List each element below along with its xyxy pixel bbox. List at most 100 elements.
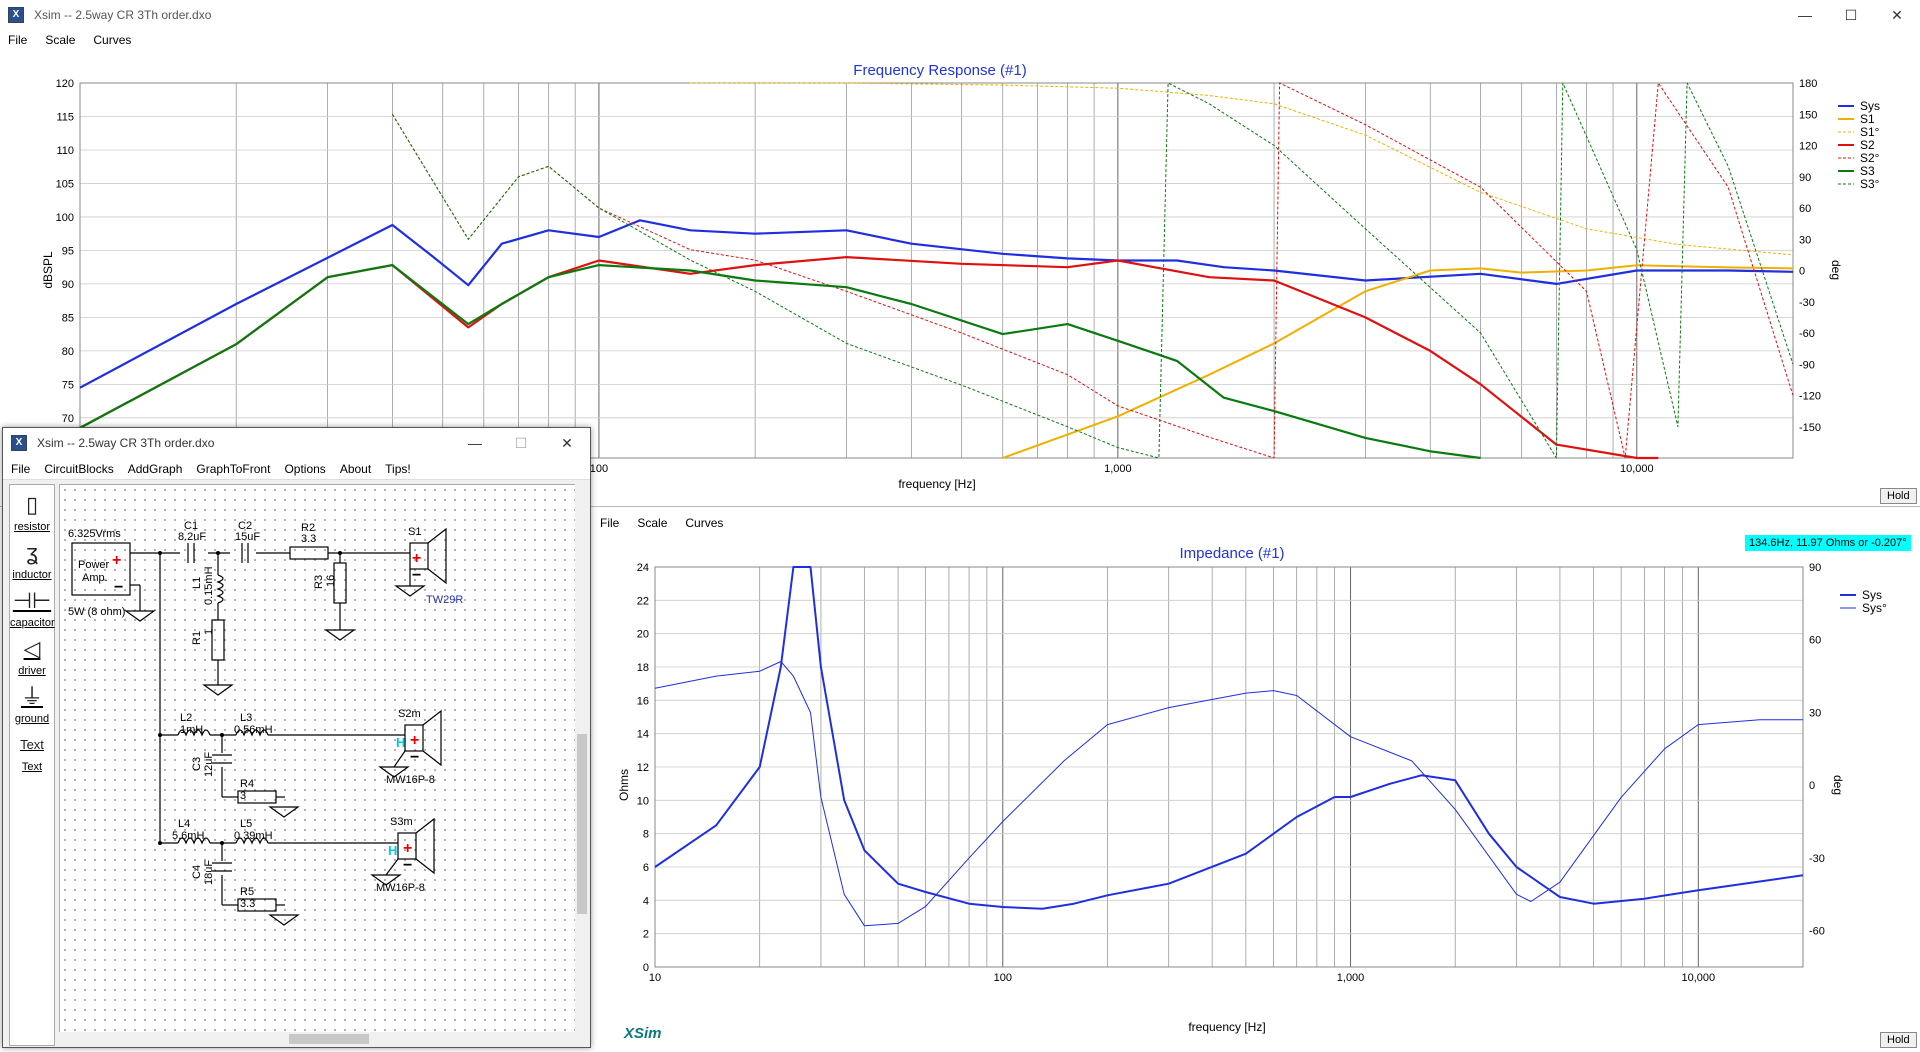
tool-capacitor[interactable]: ⊣⊢ capacitor — [10, 585, 55, 629]
fr-y-tick: 115 — [56, 111, 74, 123]
imp-y-tick: 10 — [637, 795, 649, 807]
tool-ground[interactable]: ⏚ ground — [10, 681, 54, 725]
imp-series-sys — [654, 566, 1804, 910]
xsim-brand-logo: XSim — [624, 1025, 662, 1042]
fr-y2-tick: 180 — [1799, 78, 1817, 90]
imp-y-tick: 16 — [637, 695, 649, 707]
menu-scale[interactable]: Scale — [45, 33, 76, 47]
schematic-canvas[interactable]: 6.325Vrms Power Amp. 5W (8 ohm) C1 8.2uF … — [59, 484, 579, 1034]
tool-resistor[interactable]: ▯ resistor — [10, 489, 54, 533]
close-button[interactable]: ✕ — [1891, 7, 1903, 23]
svg-text:C4: C4 — [191, 865, 203, 879]
fr-series-s2 — [79, 256, 1659, 460]
fr-y-tick: 70 — [62, 413, 74, 425]
cmenu-tips[interactable]: Tips! — [385, 461, 411, 476]
tool-text[interactable]: Text Text — [10, 729, 54, 773]
svg-text:16: 16 — [325, 575, 337, 587]
imp-y-tick: 6 — [643, 862, 649, 874]
imp-menu-curves[interactable]: Curves — [685, 516, 724, 530]
cmenu-graphtofront[interactable]: GraphToFront — [196, 461, 271, 476]
cmenu-file[interactable]: File — [11, 461, 31, 476]
imp-y2-tick: 60 — [1809, 635, 1821, 647]
fr-x-axis-label: frequency [Hz] — [898, 477, 975, 491]
fr-legend-item: S2 — [1860, 138, 1875, 152]
fr-y-tick: 100 — [56, 212, 74, 224]
cursor-readout: 134.6Hz, 11.97 Ohms or -0.207° — [1745, 535, 1911, 551]
imp-menu-file[interactable]: File — [600, 516, 620, 530]
svg-text:0.39mH: 0.39mH — [234, 830, 273, 842]
cmenu-options[interactable]: Options — [284, 461, 326, 476]
svg-text:L1: L1 — [191, 577, 203, 589]
text-icon: Text — [20, 737, 44, 752]
fr-y-axis-label: dBSPL — [41, 251, 55, 289]
fr-y2-tick: 150 — [1799, 109, 1817, 121]
cmenu-about[interactable]: About — [339, 461, 372, 476]
imp-y2-tick: 90 — [1809, 562, 1821, 574]
circuit-maximize-button[interactable]: ☐ — [514, 435, 528, 451]
fr-legend-item: S1 — [1860, 112, 1875, 126]
svg-text:R5: R5 — [240, 886, 254, 898]
fr-y-tick: 80 — [62, 346, 74, 358]
imp-x-tick: 10 — [649, 972, 661, 984]
fr-y-tick: 85 — [62, 312, 74, 324]
svg-text:−: − — [114, 579, 123, 596]
svg-text:R3: R3 — [313, 575, 325, 589]
circuit-app-icon: X — [11, 435, 27, 451]
ground-icon: ⏚ — [20, 684, 43, 709]
fr-legend-item: Sys — [1860, 99, 1880, 113]
imp-menu-scale[interactable]: Scale — [637, 516, 668, 530]
fr-y-tick: 95 — [62, 245, 74, 257]
circuit-minimize-button[interactable]: — — [468, 435, 482, 451]
tool-driver[interactable]: ◁ driver — [10, 633, 54, 677]
circuit-title-bar[interactable]: X Xsim -- 2.5way CR 3Th order.dxo — ☐ ✕ — [3, 428, 590, 458]
svg-text:−: − — [403, 857, 412, 874]
tool-inductor[interactable]: ʓ inductor — [10, 537, 54, 581]
schematic-horizontal-scrollbar[interactable] — [59, 1032, 575, 1046]
frequency-response-chart[interactable]: Frequency Response (#1) frequency [Hz] d… — [0, 44, 1920, 512]
circuit-window-title: Xsim -- 2.5way CR 3Th order.dxo — [37, 436, 215, 450]
driver-s2-label: S2m — [398, 708, 421, 720]
imp-y-tick: 12 — [637, 762, 649, 774]
imp-y2-axis-label: deg — [1831, 775, 1845, 795]
menu-curves[interactable]: Curves — [93, 33, 132, 47]
menu-file[interactable]: File — [8, 33, 28, 47]
svg-text:C3: C3 — [191, 757, 203, 771]
fr-y-tick: 110 — [56, 145, 74, 157]
svg-text:+: + — [403, 840, 412, 857]
cmenu-addgraph[interactable]: AddGraph — [127, 461, 183, 476]
main-window-title: Xsim -- 2.5way CR 3Th order.dxo — [34, 8, 212, 22]
svg-text:3.3: 3.3 — [301, 533, 316, 545]
imp-hold-button[interactable]: Hold — [1880, 1032, 1917, 1048]
imp-y2-tick: 0 — [1809, 780, 1815, 792]
imp-x-tick: 1,000 — [1337, 972, 1365, 984]
svg-text:C2: C2 — [238, 520, 252, 532]
maximize-button[interactable]: ☐ — [1844, 7, 1858, 23]
impedance-chart[interactable]: Impedance (#1) frequency [Hz] Ohms deg 2… — [590, 540, 1920, 1045]
fr-y2-tick: 90 — [1799, 172, 1811, 184]
fr-hold-button[interactable]: Hold — [1880, 488, 1917, 504]
driver-s1-model: TW29R — [426, 594, 463, 606]
svg-text:−: − — [410, 749, 419, 766]
svg-text:1: 1 — [203, 629, 215, 635]
fr-y-tick: 105 — [56, 178, 74, 190]
fr-x-tick: 10,000 — [1620, 463, 1654, 475]
component-toolbox: ▯ resistor ʓ inductor ⊣⊢ capacitor ◁ driver … — [9, 484, 55, 1046]
driver-s2-model: MW16P-8 — [386, 774, 435, 786]
main-title-bar[interactable]: X Xsim -- 2.5way CR 3Th order.dxo — ☐ ✕ — [0, 0, 1920, 30]
cmenu-circuitblocks[interactable]: CircuitBlocks — [44, 461, 114, 476]
svg-text:15uF: 15uF — [235, 531, 260, 543]
svg-text:−: − — [412, 567, 421, 584]
imp-series-sys-phase — [654, 661, 1803, 927]
svg-text:+: + — [410, 732, 419, 749]
svg-text:+: + — [112, 552, 121, 569]
fr-series-sys — [79, 219, 1794, 389]
imp-y-axis-label: Ohms — [617, 769, 631, 801]
svg-text:L3: L3 — [240, 712, 252, 724]
schematic-vertical-scrollbar[interactable] — [575, 484, 589, 1034]
imp-y-tick: 2 — [643, 929, 649, 941]
svg-text:R4: R4 — [240, 778, 254, 790]
svg-text:0.56mH: 0.56mH — [234, 724, 273, 736]
minimize-button[interactable]: — — [1798, 7, 1812, 23]
fr-y-tick: 120 — [56, 78, 74, 90]
circuit-close-button[interactable]: ✕ — [561, 435, 573, 451]
